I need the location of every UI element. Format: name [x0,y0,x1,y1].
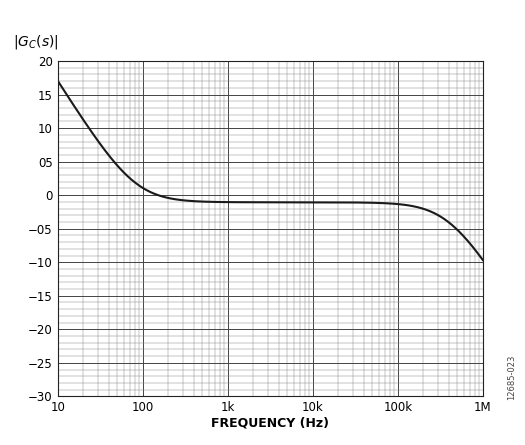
Text: 12685-023: 12685-023 [507,355,517,400]
Text: $|G_C(s)|$: $|G_C(s)|$ [13,33,59,51]
X-axis label: FREQUENCY (Hz): FREQUENCY (Hz) [211,417,329,430]
